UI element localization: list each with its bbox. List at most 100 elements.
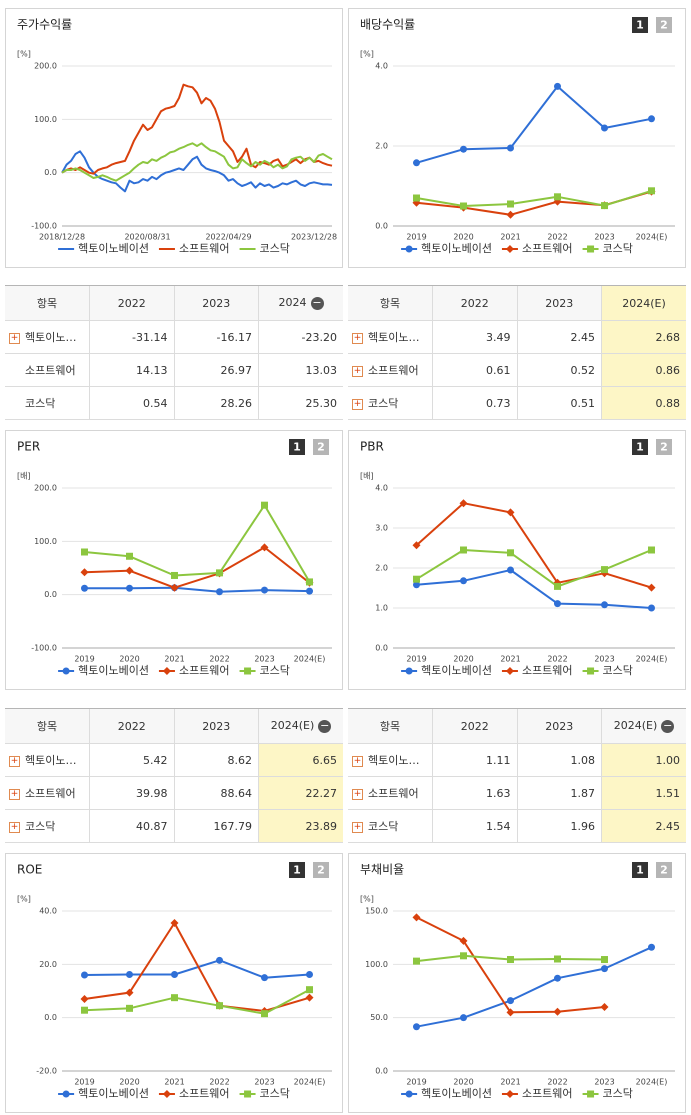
cell-text: 1.63 <box>486 786 511 800</box>
series-line <box>61 142 333 182</box>
tab-label[interactable]: 2 <box>317 441 325 454</box>
expand-button[interactable]: + <box>9 821 20 833</box>
tab-button[interactable] <box>313 439 329 455</box>
collapse-button[interactable]: − <box>318 718 332 733</box>
legend: 헥토이노베이션 소프트웨어 코스닥 <box>401 242 633 255</box>
legend-item: 헥토이노베이션 <box>401 664 492 677</box>
y-tick-label: 1.0 <box>375 604 388 613</box>
tab-button[interactable] <box>656 439 672 455</box>
tab-button[interactable] <box>632 862 648 878</box>
cell-text: 5.42 <box>143 753 168 767</box>
series-line <box>416 946 652 1028</box>
collapse-button[interactable]: − <box>310 295 324 310</box>
marker <box>261 1010 268 1018</box>
series-line <box>61 150 333 193</box>
tab-label[interactable]: 1 <box>636 864 644 877</box>
panel-border <box>348 853 686 1113</box>
series-line <box>84 988 310 1015</box>
series-line <box>84 504 311 583</box>
y-tick-label: -100.0 <box>31 644 57 653</box>
value-cell: 0.73 <box>432 386 517 420</box>
table-row: + 헥토이노… 3.49 2.45 2.68 <box>348 320 686 354</box>
expand-button[interactable]: + <box>352 755 363 767</box>
value-cell: 1.63 <box>432 776 517 810</box>
tab-button[interactable] <box>313 862 329 878</box>
x-tick-label: 2019 <box>406 1078 426 1087</box>
value-cell: 2.45 <box>601 809 686 843</box>
x-tick-label: 2019 <box>74 1078 94 1087</box>
value-cell: 0.54 <box>89 386 174 420</box>
value-cell: 0.88 <box>601 386 686 420</box>
value-cell: 1.08 <box>516 743 602 777</box>
tab-button[interactable] <box>289 862 305 878</box>
table-row: + 헥토이노… 5.42 8.62 6.65 <box>5 743 343 777</box>
legend-item: 소프트웨어 <box>501 664 573 677</box>
value-cell: 0.52 <box>516 353 602 387</box>
marker <box>601 965 608 973</box>
tab-label[interactable]: 2 <box>660 441 668 454</box>
expand-button[interactable]: + <box>9 332 20 344</box>
tab-button[interactable] <box>632 17 648 33</box>
row-label: 소프트웨어 <box>5 353 90 387</box>
value-cell: 6.65 <box>258 743 343 777</box>
legend-item: 코스닥 <box>582 664 633 677</box>
value-cell: 1.51 <box>601 776 686 810</box>
collapse-button[interactable]: − <box>661 718 675 733</box>
expand-button[interactable]: + <box>352 788 363 800</box>
unit-label: [%] <box>17 895 31 904</box>
cell-text: 40.87 <box>136 819 168 833</box>
legend: 헥토이노베이션 소프트웨어 코스닥 <box>58 664 290 677</box>
marker <box>81 548 88 556</box>
cell-text: -23.20 <box>301 330 337 344</box>
expand-button[interactable]: + <box>352 398 363 410</box>
tab-label[interactable]: 1 <box>293 864 301 877</box>
legend-label: 코스닥 <box>603 664 633 677</box>
value-cell: 28.26 <box>173 386 259 420</box>
x-tick-label: 2024(E) <box>636 1078 668 1087</box>
tab-label[interactable]: 2 <box>660 19 668 32</box>
cell-text: 소프트웨어 <box>368 787 419 800</box>
tab-button[interactable] <box>656 862 672 878</box>
data-table: 항목 2022 2023 2024(E) + 헥토이노… 3.49 2.45 2.68 + 소프트웨… <box>348 285 686 420</box>
tab-label[interactable]: 1 <box>293 441 301 454</box>
tab-button[interactable] <box>656 17 672 33</box>
cell-text: -16.17 <box>216 330 252 344</box>
tab-label[interactable]: 1 <box>636 19 644 32</box>
x-tick-label: 2021 <box>500 655 520 664</box>
cell-text: 헥토이노… <box>368 331 420 344</box>
marker <box>554 974 561 982</box>
tab-button[interactable] <box>289 439 305 455</box>
marker <box>459 499 468 508</box>
cell-text: 1.51 <box>655 786 681 800</box>
tab-button[interactable] <box>632 439 648 455</box>
expand-button[interactable]: + <box>352 821 363 833</box>
legend: 헥토이노베이션 소프트웨어 코스닥 <box>401 1087 633 1100</box>
expand-button[interactable]: + <box>9 755 20 767</box>
x-tick-label: 2021 <box>164 1078 184 1087</box>
expand-button[interactable]: + <box>352 332 363 344</box>
marker <box>170 583 179 592</box>
cell-text: 26.97 <box>220 363 253 377</box>
panel-border <box>5 8 343 268</box>
header-cell: 2023 <box>516 285 602 321</box>
value-cell: 2.45 <box>516 320 602 354</box>
value-cell: 1.00 <box>601 743 686 777</box>
chart-title: 배당수익률 <box>360 18 415 32</box>
y-tick-label: 0.0 <box>44 168 57 177</box>
marker <box>587 1090 595 1098</box>
marker <box>413 159 420 167</box>
x-tick-label: 2021 <box>164 655 184 664</box>
tab-label[interactable]: 1 <box>636 441 644 454</box>
x-tick-label: 2024(E) <box>636 233 668 242</box>
cell-text: 헥토이노… <box>25 754 77 767</box>
value-cell: 39.98 <box>89 776 174 810</box>
value-cell: -16.17 <box>173 320 259 354</box>
expand-button[interactable]: + <box>352 365 363 377</box>
expand-button[interactable]: + <box>9 788 20 800</box>
legend-item: 헥토이노베이션 <box>58 242 149 255</box>
table-row: 코스닥 0.54 28.26 25.30 <box>5 386 343 420</box>
cell-text: 코스닥 <box>25 397 56 410</box>
marker <box>505 1090 514 1098</box>
tab-label[interactable]: 2 <box>660 864 668 877</box>
tab-label[interactable]: 2 <box>317 864 325 877</box>
